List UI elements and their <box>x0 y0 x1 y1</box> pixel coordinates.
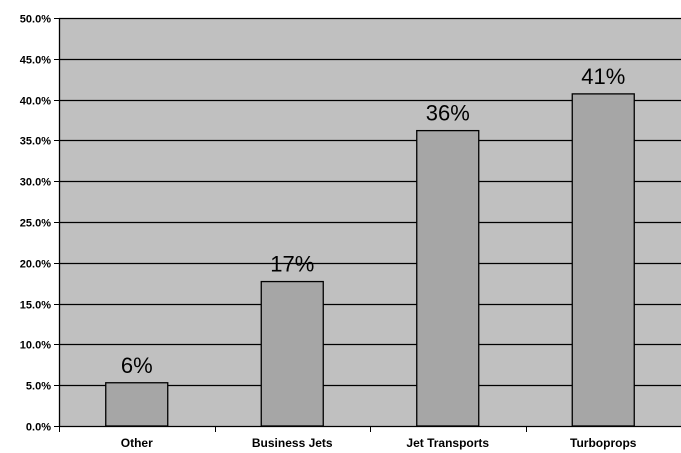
x-tick-label: Jet Transports <box>406 436 489 450</box>
y-tick-label: 15.0% <box>20 300 51 312</box>
y-tick-label: 10.0% <box>20 340 51 352</box>
y-tick-label: 45.0% <box>20 55 51 67</box>
data-label: 41% <box>581 64 625 89</box>
y-tick-label: 25.0% <box>20 218 51 230</box>
data-label: 36% <box>426 101 470 126</box>
data-labels: 6% 17% 36% 41% <box>121 64 625 378</box>
bar-jet-transports <box>416 129 480 427</box>
y-tick-label: 30.0% <box>20 177 51 189</box>
x-tick-label: Business Jets <box>252 436 333 450</box>
data-label: 6% <box>121 353 153 378</box>
bars <box>105 93 635 427</box>
x-tick-labels: Other Business Jets Jet Transports Turbopro… <box>121 436 637 450</box>
y-tick-label: 40.0% <box>20 96 51 108</box>
x-tick-label: Other <box>121 436 153 450</box>
data-label: 17% <box>270 252 314 277</box>
y-tick-label: 5.0% <box>26 381 51 393</box>
y-tick-label: 35.0% <box>20 136 51 148</box>
bar-business-jets <box>260 280 324 427</box>
y-tick-label: 20.0% <box>20 259 51 271</box>
y-tick-label: 0.0% <box>26 422 51 434</box>
bar-turboprops <box>571 93 635 427</box>
bar-other <box>105 382 169 427</box>
x-tick-label: Turboprops <box>570 436 637 450</box>
y-tick-labels: 0.0% 5.0% 10.0% 15.0% 20.0% 25.0% 30.0% 35.0% 40… <box>20 14 51 434</box>
axes <box>54 18 681 432</box>
y-tick-label: 50.0% <box>20 14 51 26</box>
